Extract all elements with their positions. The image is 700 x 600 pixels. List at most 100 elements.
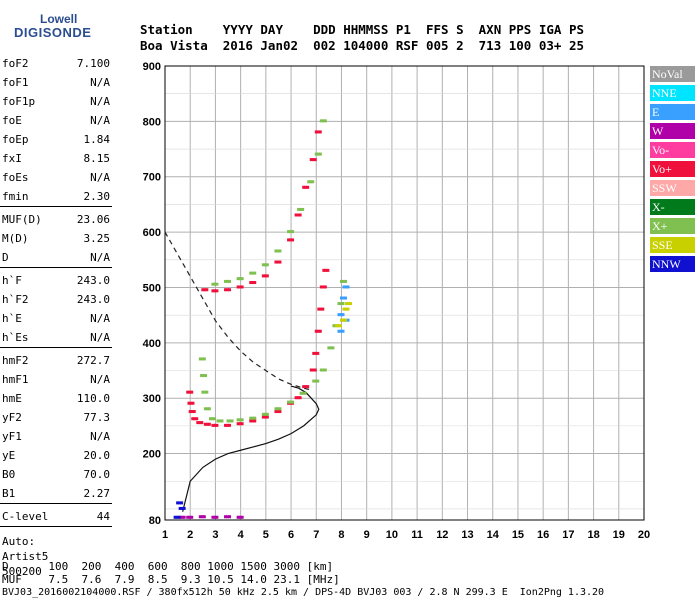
param-row: hmF1 N/A bbox=[2, 373, 110, 387]
echo-point bbox=[228, 279, 232, 283]
echo-point bbox=[178, 506, 182, 510]
echo-point bbox=[341, 279, 345, 283]
echo-point bbox=[213, 289, 217, 293]
echo-point bbox=[274, 260, 278, 264]
param-row: D N/A bbox=[2, 251, 110, 265]
param-row: foF1 N/A bbox=[2, 76, 110, 90]
echo-point bbox=[339, 313, 343, 317]
echo-point bbox=[236, 515, 240, 519]
echo-point bbox=[332, 324, 336, 328]
param-value: 2.27 bbox=[83, 487, 111, 500]
param-separator bbox=[0, 526, 112, 527]
echo-point bbox=[226, 288, 230, 292]
echo-point bbox=[339, 318, 343, 322]
echo-point bbox=[276, 249, 280, 253]
param-value: N/A bbox=[90, 430, 110, 443]
echo-point bbox=[236, 418, 240, 422]
x-tick-label: 12 bbox=[436, 529, 448, 541]
param-value: N/A bbox=[90, 373, 110, 386]
echo-point bbox=[200, 357, 204, 361]
echo-point bbox=[261, 415, 265, 419]
x-tick-label: 14 bbox=[487, 529, 500, 541]
param-key: h`E bbox=[2, 312, 22, 325]
echo-point bbox=[349, 302, 353, 306]
param-row: foEs N/A bbox=[2, 171, 110, 185]
legend-item-noval: NoVal bbox=[650, 66, 695, 82]
echo-point bbox=[309, 368, 313, 372]
param-key: M(D) bbox=[2, 232, 29, 245]
echo-point bbox=[301, 207, 305, 211]
header-labels: Station YYYY DAY DDD HHMMSS P1 FFS S AXN… bbox=[140, 22, 585, 37]
echo-point bbox=[251, 419, 255, 423]
echo-point bbox=[318, 329, 322, 333]
echo-point bbox=[304, 185, 308, 189]
y-tick-label: 700 bbox=[143, 172, 161, 184]
echo-point bbox=[178, 501, 182, 505]
echo-point bbox=[189, 401, 193, 405]
echo-point bbox=[346, 307, 350, 311]
echo-point bbox=[318, 152, 322, 156]
param-separator bbox=[0, 347, 112, 348]
echo-point bbox=[187, 401, 191, 405]
echo-point bbox=[341, 302, 345, 306]
param-row: yE 20.0 bbox=[2, 449, 110, 463]
param-row: yF1 N/A bbox=[2, 430, 110, 444]
echo-point bbox=[311, 368, 315, 372]
echo-point bbox=[204, 374, 208, 378]
echo-point bbox=[294, 213, 298, 217]
echo-point bbox=[289, 230, 293, 234]
param-key: D bbox=[2, 251, 9, 264]
param-key: h`Es bbox=[2, 331, 29, 344]
echo-point bbox=[311, 158, 315, 162]
echo-point bbox=[253, 281, 257, 285]
echo-point bbox=[263, 263, 267, 267]
echo-point bbox=[276, 410, 280, 414]
echo-point bbox=[192, 410, 196, 414]
param-row: C-level 44 bbox=[2, 510, 110, 524]
echo-point bbox=[226, 279, 230, 283]
x-tick-label: 11 bbox=[411, 529, 423, 541]
footer-info: BVJ03_2016002104000.RSF / 380fx512h 50 k… bbox=[2, 587, 605, 598]
echo-point bbox=[215, 423, 219, 427]
param-key: foF2 bbox=[2, 57, 29, 70]
param-row: B0 70.0 bbox=[2, 468, 110, 482]
param-key: fxI bbox=[2, 152, 22, 165]
param-key: foF1p bbox=[2, 95, 36, 108]
echo-point bbox=[215, 282, 219, 286]
param-row: h`Es N/A bbox=[2, 331, 110, 345]
echo-point bbox=[205, 422, 209, 426]
echo-point bbox=[341, 318, 345, 322]
echo-point bbox=[180, 506, 184, 510]
echo-point bbox=[341, 296, 345, 300]
echo-point bbox=[303, 391, 307, 395]
echo-point bbox=[213, 515, 217, 519]
echo-point bbox=[342, 285, 346, 289]
x-tick-label: 8 bbox=[338, 529, 344, 541]
echo-point bbox=[253, 416, 257, 420]
echo-point bbox=[200, 374, 204, 378]
echo-point bbox=[301, 391, 305, 395]
echo-point bbox=[188, 390, 192, 394]
echo-point bbox=[215, 289, 219, 293]
echo-point bbox=[302, 185, 306, 189]
echo-point bbox=[240, 515, 244, 519]
echo-point bbox=[251, 271, 255, 275]
echo-point bbox=[253, 419, 257, 423]
param-value: 243.0 bbox=[76, 293, 110, 306]
echo-point bbox=[201, 288, 205, 292]
echo-point bbox=[216, 419, 220, 423]
muf-row: MUF 7.5 7.6 7.9 8.5 9.3 10.5 14.0 23.1 [… bbox=[2, 573, 340, 586]
echo-point bbox=[299, 207, 303, 211]
echo-point bbox=[228, 515, 232, 519]
echo-point bbox=[224, 288, 228, 292]
echo-point bbox=[338, 324, 342, 328]
echo-point bbox=[322, 268, 326, 272]
echo-point bbox=[314, 329, 318, 333]
echo-point bbox=[339, 296, 343, 300]
echo-point bbox=[240, 285, 244, 289]
echo-point bbox=[210, 417, 214, 421]
echo-point bbox=[336, 324, 340, 328]
x-tick-label: 15 bbox=[512, 529, 524, 541]
echo-point bbox=[334, 324, 338, 328]
echo-point bbox=[321, 119, 325, 123]
